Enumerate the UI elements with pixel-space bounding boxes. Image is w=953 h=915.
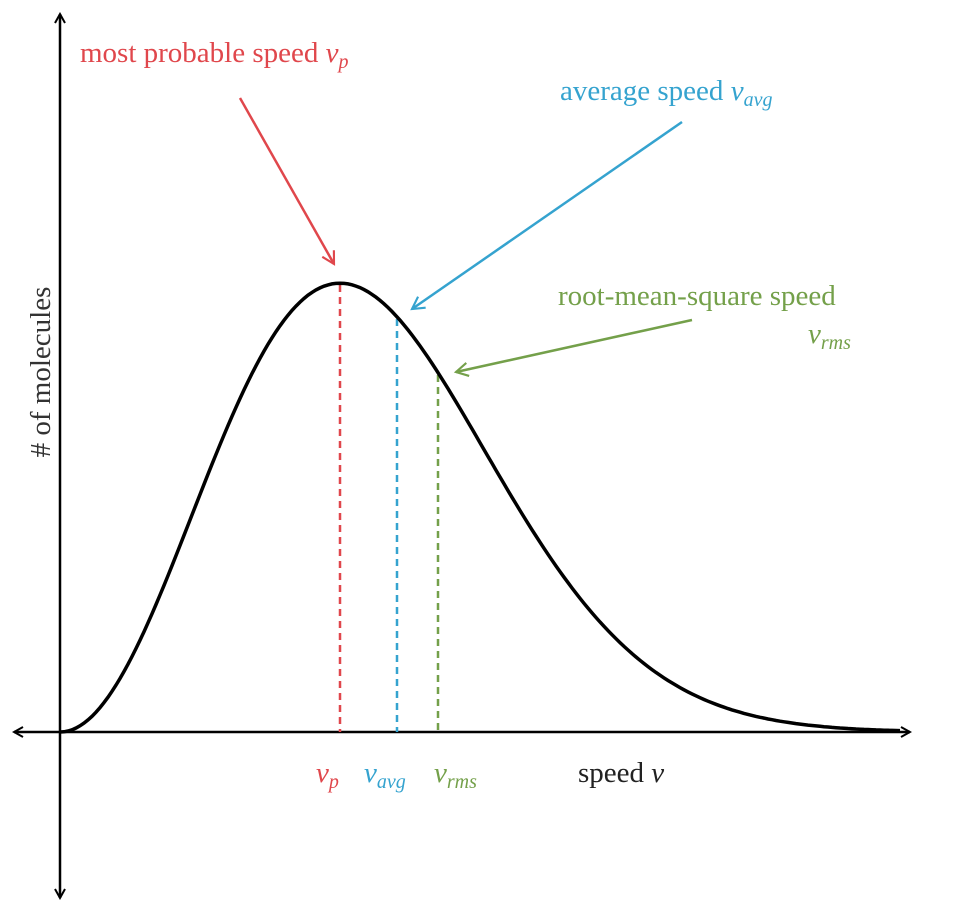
vrms-annotation: root-mean-square speed: [558, 280, 836, 312]
vp-arrow: [238, 97, 336, 266]
vp-marker: vp: [316, 757, 339, 793]
vavg-annotation: average speed vavg: [560, 75, 772, 111]
vp-annotation: most probable speed vp: [80, 37, 349, 73]
x-axis-label: speed v: [578, 757, 664, 789]
y-axis-label: # of molecules: [25, 287, 57, 458]
distribution-curve: [59, 281, 901, 734]
vrms-arrow: [453, 318, 693, 377]
vrms-marker: vrms: [434, 757, 477, 793]
vavg-marker: vavg: [364, 757, 406, 793]
vrms-annotation-symbol: vrms: [808, 318, 851, 354]
vavg-arrow: [410, 120, 683, 311]
